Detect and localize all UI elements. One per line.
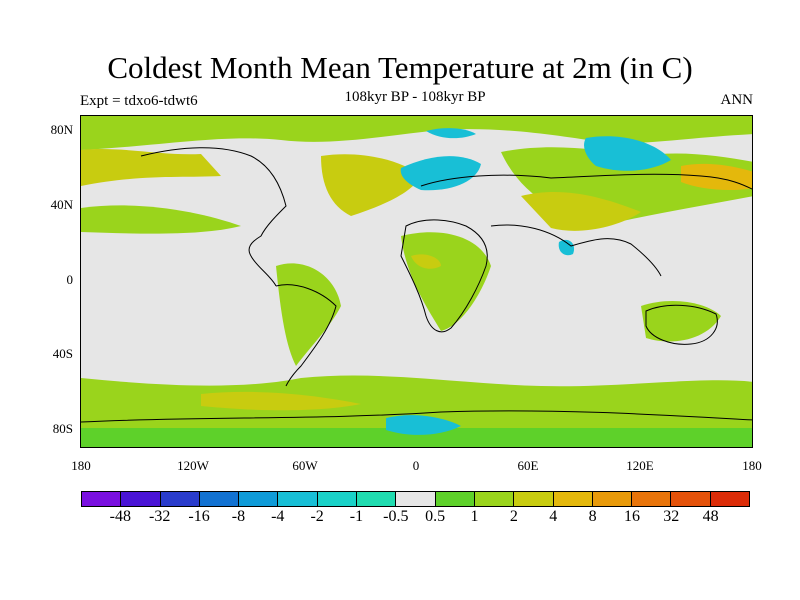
colorbar-swatch (474, 492, 515, 506)
lat-label-80n: 80N (50, 122, 73, 137)
experiment-label: Expt = tdxo6-tdwt6 (80, 93, 198, 109)
colorbar-swatch (435, 492, 475, 506)
asia-south-coast (490, 224, 662, 277)
colorbar-swatch (121, 492, 161, 506)
southern-band-anomaly (201, 391, 361, 411)
lat-label-80s: 80S (52, 421, 73, 436)
lat-label-40s: 40S (52, 346, 73, 361)
lon-label-120w: 120W (177, 458, 209, 473)
north-america-coast (140, 147, 287, 287)
colorbar-label: -0.5 (383, 508, 409, 525)
coastlines (81, 147, 752, 423)
lat-label-40n: 40N (50, 197, 73, 212)
colorbar-swatch (514, 492, 554, 506)
colorbar-swatch (553, 492, 593, 506)
colorbar-label: -8 (231, 508, 246, 525)
alaska-anomaly (81, 149, 221, 186)
colorbar-label: 4 (549, 508, 558, 525)
lon-label-120e: 120E (626, 458, 654, 473)
colorbar-label: 1 (470, 508, 479, 525)
lon-label-180e: 180 (742, 458, 762, 473)
colorbar-swatch (632, 492, 672, 506)
south-america-coast (275, 284, 337, 387)
lon-label-60e: 60E (517, 458, 539, 473)
lat-label-0: 0 (66, 272, 74, 287)
colorbar-label: 16 (623, 508, 640, 525)
colorbar-label: -48 (109, 508, 131, 525)
sahel-anomaly (411, 254, 441, 269)
east-siberia-anomaly (681, 163, 752, 190)
colorbar-label: -1 (349, 508, 364, 525)
colorbar-label: -32 (149, 508, 171, 525)
colorbar-label: -16 (188, 508, 210, 525)
colorbar-swatch (160, 492, 200, 506)
colorbar-label: -4 (271, 508, 285, 525)
colorbar-swatch (317, 492, 358, 506)
colorbar (81, 491, 750, 507)
colorbar-swatch (671, 492, 711, 506)
colorbar-label: 8 (588, 508, 597, 525)
temperature-map (81, 116, 752, 447)
colorbar-swatch (199, 492, 240, 506)
colorbar-swatch (82, 492, 122, 506)
australia-coast (645, 304, 718, 345)
arctic-anomaly (81, 116, 752, 150)
colorbar-swatch (710, 492, 750, 506)
colorbar-label: 32 (663, 508, 680, 525)
eurasia-north-coast (420, 173, 752, 190)
atlantic-anomaly (321, 154, 421, 216)
colorbar-label: 0.5 (425, 508, 446, 525)
antarctica-anomaly (81, 428, 752, 447)
lon-label-180w: 180 (71, 458, 91, 473)
map-subtitle: 108kyr BP - 108kyr BP (344, 89, 486, 105)
arctic-cooling (426, 128, 476, 139)
lon-label-60w: 60W (292, 458, 318, 473)
colorbar-swatch (592, 492, 633, 506)
australia-anomaly (641, 301, 721, 342)
colorbar-label: 48 (702, 508, 719, 525)
antarctic-cooling (386, 415, 461, 435)
africa-coast (400, 219, 488, 333)
india-cooling (558, 239, 575, 256)
colorbar-swatch (396, 492, 436, 506)
colorbar-label: -2 (310, 508, 324, 525)
colorbar-swatch (239, 492, 279, 506)
south-america-anomaly (276, 263, 341, 366)
colorbar-swatch (278, 492, 318, 506)
season-label: ANN (720, 92, 754, 108)
map-title: Coldest Month Mean Temperature at 2m (in… (107, 50, 693, 85)
central-asia-anomaly (521, 191, 641, 231)
pacific-north-anomaly (81, 205, 241, 234)
antarctica-coast (81, 410, 752, 423)
colorbar-label: 2 (509, 508, 518, 525)
lon-label-0: 0 (412, 458, 420, 473)
siberia-cooling (584, 136, 671, 171)
scandinavia-cooling (400, 156, 481, 191)
colorbar-swatch (357, 492, 397, 506)
map-panel (80, 115, 753, 448)
